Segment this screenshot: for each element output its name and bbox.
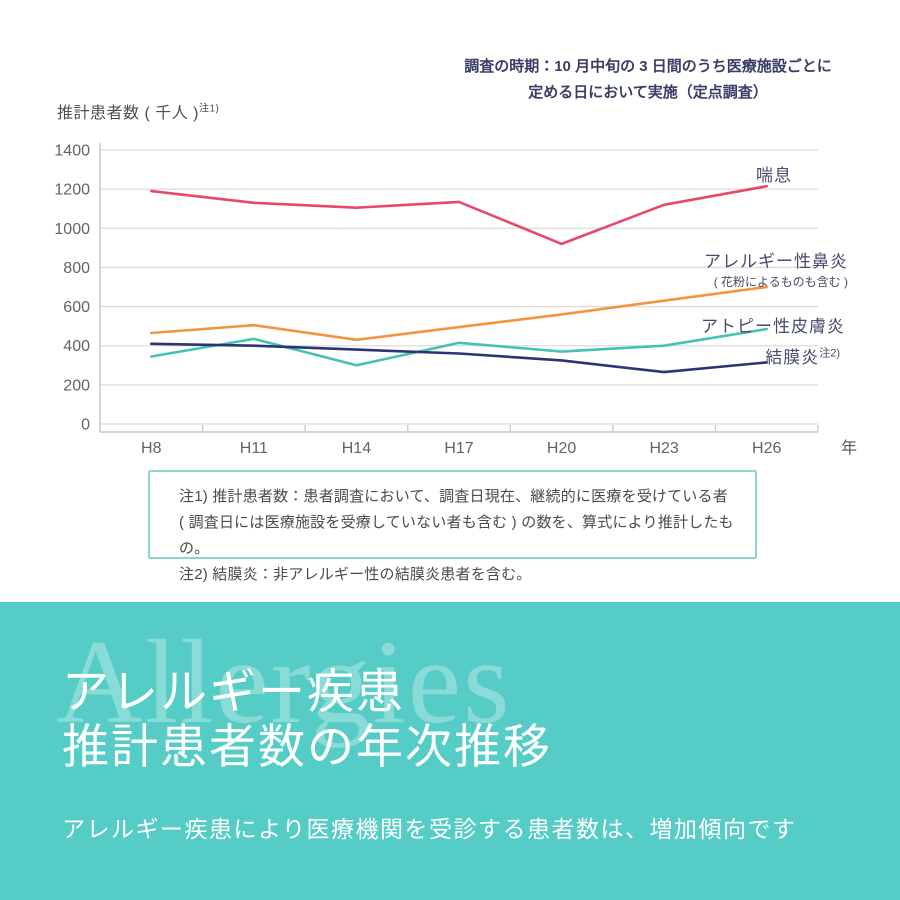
banner-title: アレルギー疾患 推計患者数の年次推移 <box>62 666 552 776</box>
y-tick-400: 400 <box>63 338 90 355</box>
x-tick-H8: H8 <box>141 440 162 457</box>
x-tick-labels: H8 H11 H14 H17 H20 H23 H26 <box>141 440 781 457</box>
legend-conjunctivitis-note-sup: 注2) <box>819 347 840 360</box>
y-tick-0: 0 <box>81 417 90 434</box>
footnote-1-line1: 注1) 推計患者数：患者調査において、調査日現在、継続的に医療を受けている者 <box>179 488 728 505</box>
survey-period-line1: 調査の時期：10 月中旬の 3 日間のうち医療施設ごとに <box>464 58 832 75</box>
series-line-conjunctivitis <box>150 342 769 374</box>
x-axis-ticks <box>99 425 819 432</box>
banner-subtitle: アレルギー疾患により医療機関を受診する患者数は、増加傾向です <box>62 817 797 842</box>
x-tick-H11: H11 <box>240 440 268 457</box>
legend-dermatitis-label: アトピー性皮膚炎 <box>701 317 845 336</box>
banner: Allergies アレルギー疾患 推計患者数の年次推移 アレルギー疾患により医… <box>0 602 900 900</box>
y-tick-1200: 1200 <box>54 182 90 199</box>
legend-conjunctivitis: 結膜炎注2) <box>765 343 840 368</box>
gridlines <box>100 149 818 425</box>
y-tick-labels: 0 200 400 600 800 1000 1200 1400 <box>54 143 90 434</box>
legend-rhinitis: アレルギー性鼻炎 ( 花粉によるものも含む ) <box>704 247 848 290</box>
footnote-2: 注2) 結膜炎：非アレルギー性の結膜炎患者を含む。 <box>179 566 532 583</box>
y-axis-title-text: 推計患者数 ( 千人 ) <box>57 105 199 122</box>
y-axis-title: 推計患者数 ( 千人 )注1) <box>57 99 219 123</box>
footnote-1-line2: ( 調査日には医療施設を受療していない者も含む ) の数を、算式により推計したも… <box>179 514 734 557</box>
legend-asthma-label: 喘息 <box>756 166 792 185</box>
footnotes-box: 注1) 推計患者数：患者調査において、調査日現在、継続的に医療を受けている者 (… <box>148 470 757 583</box>
y-tick-200: 200 <box>63 377 90 394</box>
y-tick-1000: 1000 <box>54 221 90 238</box>
y-tick-800: 800 <box>63 260 90 277</box>
banner-title-line2: 推計患者数の年次推移 <box>62 721 552 774</box>
y-axis-title-note-sup: 注1) <box>199 103 220 115</box>
survey-period-annotation: 調査の時期：10 月中旬の 3 日間のうち医療施設ごとに 定める日において実施（… <box>448 54 848 107</box>
y-tick-1400: 1400 <box>54 143 90 160</box>
x-tick-H26: H26 <box>752 440 781 457</box>
legend-rhinitis-label: アレルギー性鼻炎 <box>704 252 848 271</box>
legend-dermatitis: アトピー性皮膚炎 <box>701 312 845 337</box>
series-line-dermatitis <box>150 327 769 367</box>
banner-title-line1: アレルギー疾患 <box>62 667 405 719</box>
y-tick-600: 600 <box>63 299 90 316</box>
x-tick-H14: H14 <box>342 440 371 457</box>
legend-rhinitis-sublabel: ( 花粉によるものも含む ) <box>713 275 848 289</box>
x-tick-H17: H17 <box>444 440 473 457</box>
series-line-rhinitis <box>150 285 769 342</box>
x-tick-H20: H20 <box>547 440 576 457</box>
x-axis-unit-label: 年 <box>841 439 857 457</box>
banner-watermark: Allergies <box>56 615 512 748</box>
legend-asthma: 喘息 <box>756 161 792 186</box>
legend-conjunctivitis-label: 結膜炎 <box>765 348 820 367</box>
series-line-asthma <box>150 184 769 246</box>
survey-period-line2: 定める日において実施（定点調査） <box>528 84 768 102</box>
x-tick-H23: H23 <box>649 440 678 457</box>
